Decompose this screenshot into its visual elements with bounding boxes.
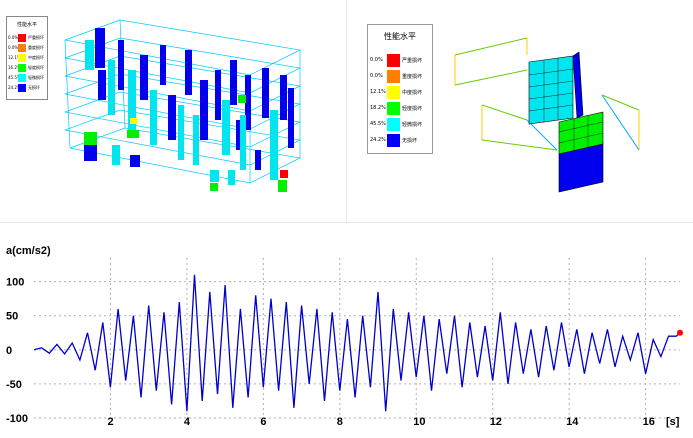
legend-swatch-orange (18, 44, 26, 52)
legend-row: 16.2% 轻度损坏 (7, 63, 47, 73)
legend-pct: 24.2% (8, 85, 21, 90)
legend-pct: 12.1% (370, 89, 386, 95)
legend-swatch-yellow (18, 54, 26, 62)
grid-layer (34, 258, 680, 419)
legend-row: 0.0% 重度损坏 (368, 69, 432, 85)
wall-mesh-graphic (454, 37, 640, 193)
legend-swatch-blue (387, 134, 400, 147)
x-tick-label: 14 (566, 416, 579, 428)
legend-pct: 12.1% (8, 55, 21, 60)
legend-label: 轻度损坏 (402, 106, 423, 112)
legend-swatch-green (387, 102, 400, 115)
legend-swatch-cyan (18, 74, 26, 82)
legend-pct: 16.2% (8, 65, 21, 70)
x-tick-label: 16 (643, 416, 655, 428)
acceleration-chart: 100 50 0 -50 -100 2 4 6 8 10 12 14 16 a(cm/s2) [s] (0, 240, 693, 433)
tick-label-layer: 100 50 0 -50 -100 2 4 6 8 10 12 14 16 (6, 277, 655, 428)
legend-pct: 0.0% (370, 57, 383, 63)
y-tick-label: -50 (6, 379, 22, 391)
x-tick-label: 10 (413, 416, 425, 428)
legend-pct: 45.5% (8, 75, 21, 80)
legend-row: 24.2% 无损坏 (7, 83, 47, 93)
legend-label: 严重损坏 (402, 58, 423, 64)
legend-label: 严重损坏 (28, 35, 44, 40)
legend-swatch-blue (18, 84, 26, 92)
legend-label: 中度损坏 (402, 90, 423, 96)
x-tick-label: 8 (337, 416, 343, 428)
legend-row: 0.0% 严重损坏 (368, 53, 432, 69)
legend-swatch-orange (387, 70, 400, 83)
axis-triad-icon: axis-triad-icon (10, 198, 24, 212)
legend-label: 无损坏 (28, 85, 40, 90)
legend-swatch-yellow (387, 86, 400, 99)
legend-pct: 0.0% (8, 45, 19, 50)
legend-swatch-red (18, 34, 26, 42)
legend-label: 中度损坏 (28, 55, 44, 60)
legend-swatch-cyan (387, 118, 400, 131)
x-axis-unit: [s] (666, 416, 680, 428)
performance-legend-large: 性能水平 0.0% 严重损坏 0.0% 重度损坏 12.1% 中度损坏 18.2% 轻度… (367, 24, 433, 154)
legend-row: 24.2% 无损坏 (368, 133, 432, 149)
y-tick-label: 100 (6, 277, 24, 289)
legend-row: 12.1% 中度损坏 (7, 53, 47, 63)
legend-pct: 18.2% (370, 105, 386, 111)
y-axis-label: a(cm/s2) (6, 245, 51, 257)
legend-label: 无损坏 (402, 138, 418, 144)
x-tick-label: 12 (490, 416, 502, 428)
y-tick-label: -100 (6, 413, 28, 425)
legend-pct: 0.0% (8, 35, 19, 40)
acceleration-series-line (33, 274, 681, 412)
legend-row: 45.5% 轻微损坏 (368, 117, 432, 133)
legend-label: 轻度损坏 (28, 65, 44, 70)
legend-row: 45.5% 轻微损坏 (7, 73, 47, 83)
x-tick-label: 2 (107, 416, 113, 428)
building-model-graphic (64, 19, 302, 192)
y-tick-label: 0 (6, 345, 12, 357)
legend-row: 0.0% 严重损坏 (7, 33, 47, 43)
legend-row: 18.2% 轻度损坏 (368, 101, 432, 117)
legend-label: 轻微损坏 (402, 122, 423, 128)
x-tick-label: 4 (184, 416, 191, 428)
legend-label: 重度损坏 (28, 45, 44, 50)
wall-detail-view[interactable]: 性能水平 0.0% 严重损坏 0.0% 重度损坏 12.1% 中度损坏 18.2% 轻度… (347, 0, 693, 223)
legend-label: 重度损坏 (402, 74, 423, 80)
legend-label: 轻微损坏 (28, 75, 44, 80)
chart-svg: 100 50 0 -50 -100 2 4 6 8 10 12 14 16 a(cm/s2) [s] (6, 245, 683, 428)
performance-legend-small: 性能水平 0.0% 严重损坏 0.0% 重度损坏 12.1% 中度损坏 16.2% 轻度… (6, 16, 48, 100)
legend-title: 性能水平 (16, 22, 37, 28)
legend-title: 性能水平 (384, 32, 416, 41)
legend-row: 0.0% 重度损坏 (7, 43, 47, 53)
x-tick-label: 6 (260, 416, 266, 428)
legend-swatch-green (18, 64, 26, 72)
legend-pct: 45.5% (370, 121, 386, 127)
end-marker (677, 329, 683, 336)
structure-view-3d[interactable]: 性能水平 0.0% 严重损坏 0.0% 重度损坏 12.1% 中度损坏 16.2% 轻度… (0, 0, 347, 223)
legend-pct: 0.0% (370, 73, 383, 79)
legend-swatch-red (387, 54, 400, 67)
y-tick-label: 50 (6, 311, 18, 323)
legend-pct: 24.2% (370, 137, 386, 143)
legend-row: 12.1% 中度损坏 (368, 85, 432, 101)
